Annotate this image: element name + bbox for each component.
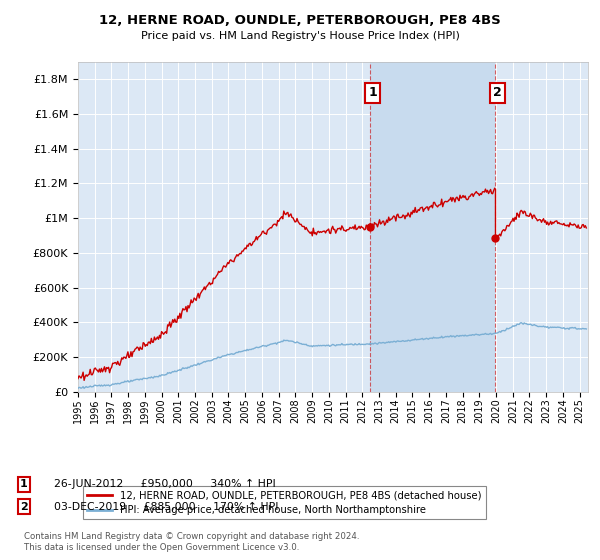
Text: 12, HERNE ROAD, OUNDLE, PETERBOROUGH, PE8 4BS: 12, HERNE ROAD, OUNDLE, PETERBOROUGH, PE… xyxy=(99,14,501,27)
Text: 2: 2 xyxy=(493,86,502,100)
Text: 26-JUN-2012     £950,000     340% ↑ HPI: 26-JUN-2012 £950,000 340% ↑ HPI xyxy=(54,479,276,489)
Text: 1: 1 xyxy=(368,86,377,100)
Legend: 12, HERNE ROAD, OUNDLE, PETERBOROUGH, PE8 4BS (detached house), HPI: Average pri: 12, HERNE ROAD, OUNDLE, PETERBOROUGH, PE… xyxy=(83,486,485,519)
Text: Contains HM Land Registry data © Crown copyright and database right 2024.
This d: Contains HM Land Registry data © Crown c… xyxy=(24,532,359,552)
Text: 1: 1 xyxy=(20,479,28,489)
Text: Price paid vs. HM Land Registry's House Price Index (HPI): Price paid vs. HM Land Registry's House … xyxy=(140,31,460,41)
Text: 2: 2 xyxy=(20,502,28,512)
Text: 03-DEC-2019     £885,000     170% ↑ HPI: 03-DEC-2019 £885,000 170% ↑ HPI xyxy=(54,502,278,512)
Bar xyxy=(370,62,494,392)
